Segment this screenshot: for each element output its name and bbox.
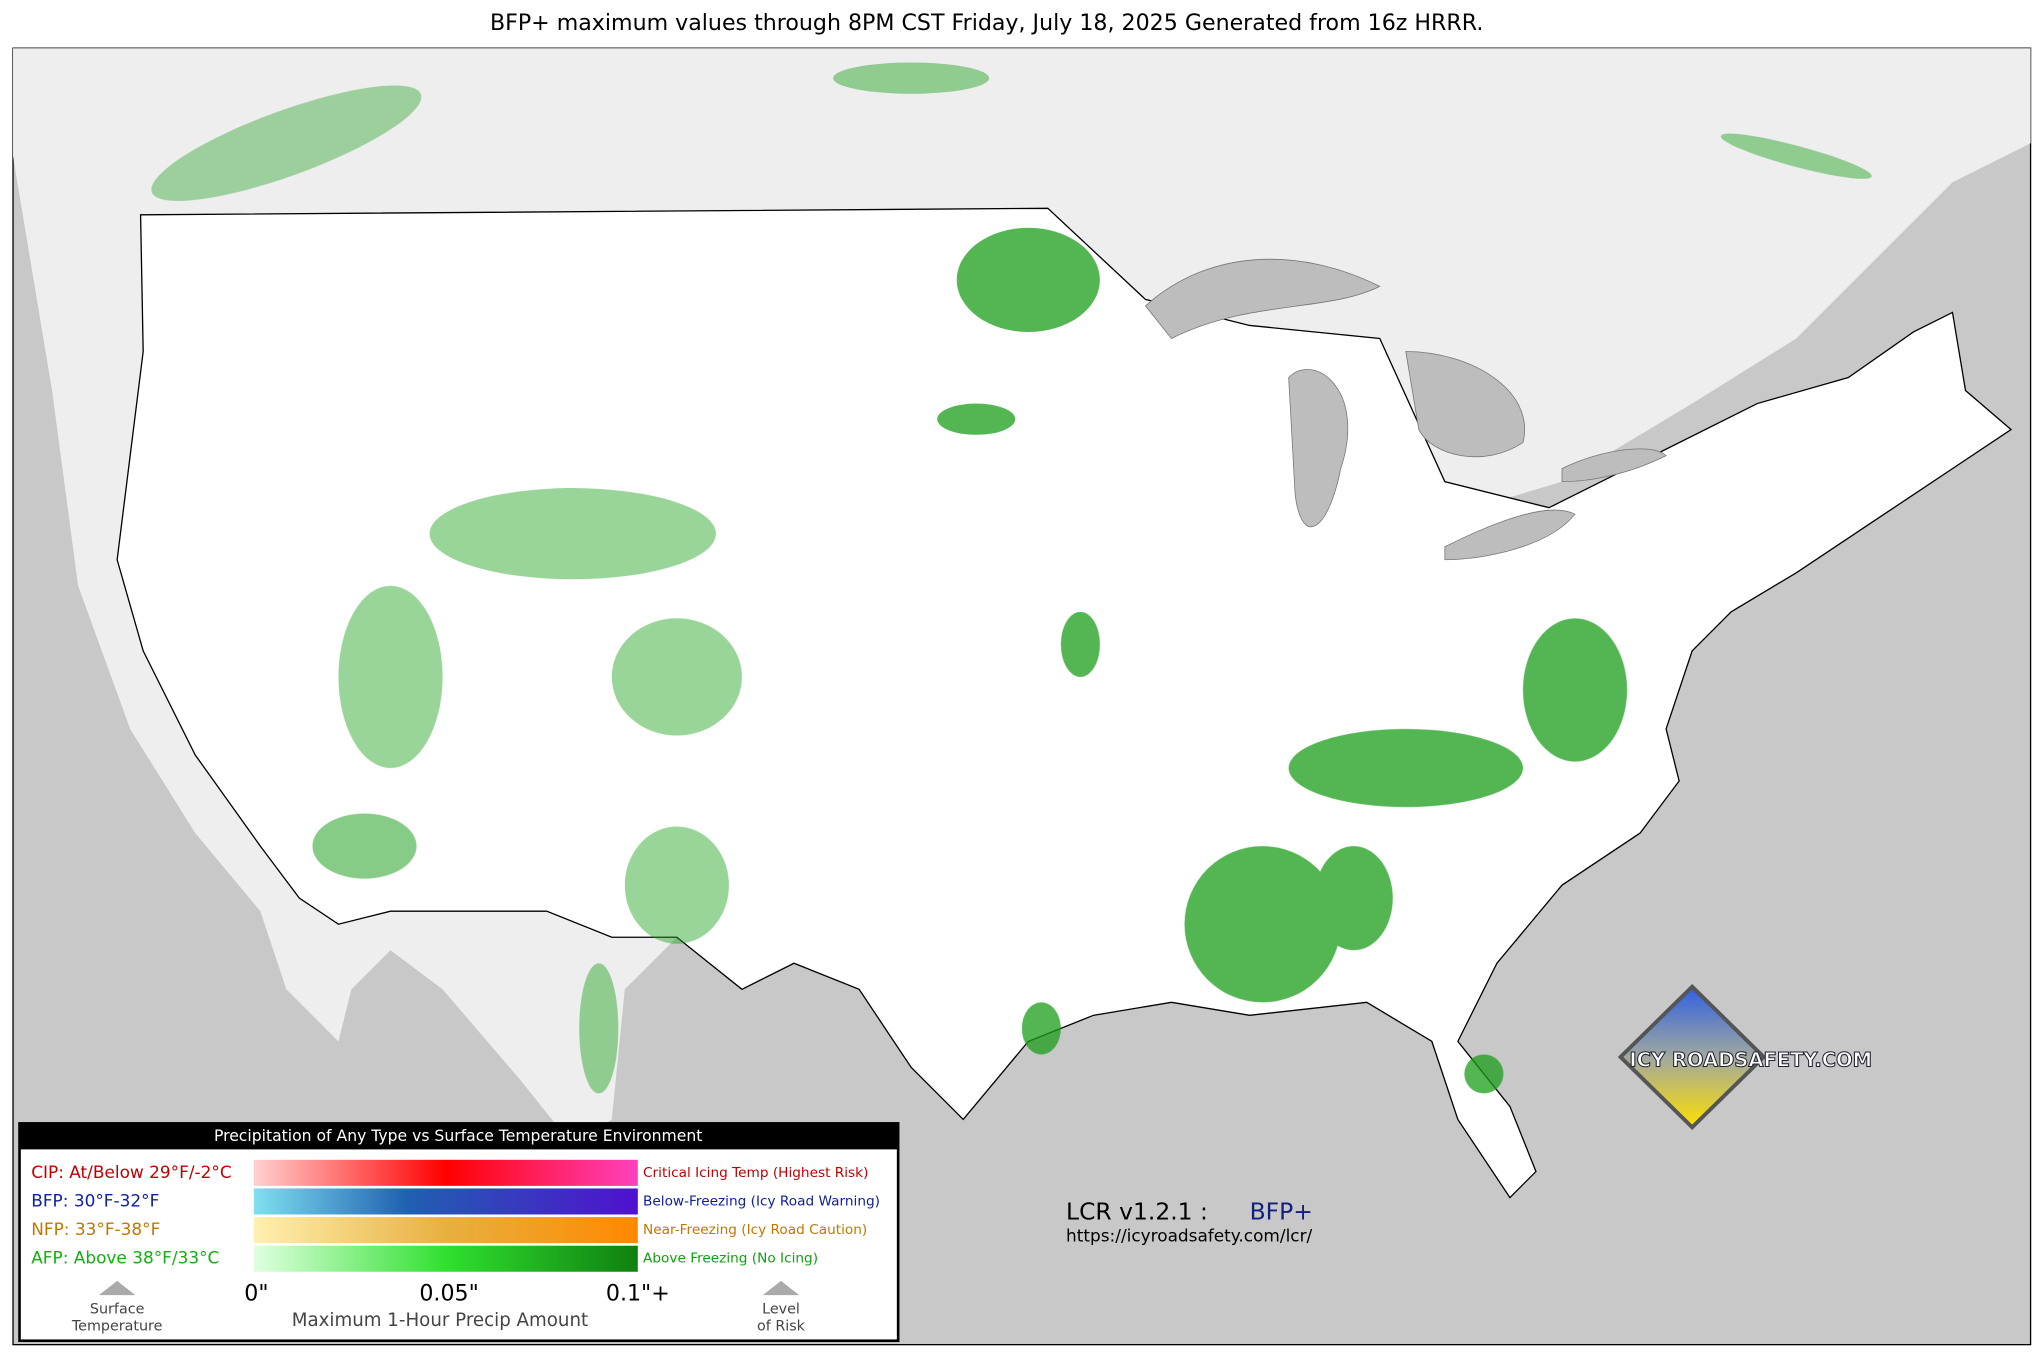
right-caption: Level [762,1302,800,1318]
scale-label: 0.05" [419,1280,478,1306]
color-bar [253,1188,638,1215]
left-caption: Surface [90,1302,145,1318]
row-label: NFP: 33°F-38°F [31,1219,160,1239]
url: https://icyroadsafety.com/lcr/ [1066,1226,1312,1246]
color-bar [253,1217,638,1244]
logo-text: ICY ROADSAFETY.COM [1629,1048,1872,1071]
row-description: Above Freezing (No Icing) [643,1251,818,1267]
row-description: Below-Freezing (Icy Road Warning) [643,1193,880,1209]
logo: ICY ROADSAFETY.COM [1617,983,1873,1131]
scale-title: Maximum 1-Hour Precip Amount [292,1310,588,1331]
row-description: Near-Freezing (Icy Road Caution) [643,1222,867,1238]
row-description: Critical Icing Temp (Highest Risk) [643,1165,868,1181]
version: LCR v1.2.1 : [1066,1198,1208,1226]
row-label: CIP: At/Below 29°F/-2°C [31,1162,231,1182]
title: BFP+ maximum values through 8PM CST Frid… [490,10,1483,36]
color-bar [253,1159,638,1186]
precip-areas [151,62,1872,1094]
great-lakes [1144,258,1667,561]
scale-label: 0" [244,1280,268,1306]
legend: Precipitation of Any Type vs Surface Tem… [18,1122,900,1343]
footer: LCR v1.2.1 : BFP+ https://icyroadsafety.… [1066,1198,1313,1246]
color-bar [253,1245,638,1272]
scale-label: 0.1"+ [606,1280,670,1306]
right-caption: of Risk [757,1318,806,1334]
us-land [116,207,2013,1199]
row-label: AFP: Above 38°F/33°C [31,1248,219,1268]
product: BFP+ [1250,1198,1313,1226]
legend-header: Precipitation of Any Type vs Surface Tem… [214,1127,702,1145]
left-caption: Temperature [71,1318,163,1334]
row-label: BFP: 30°F-32°F [31,1190,159,1210]
